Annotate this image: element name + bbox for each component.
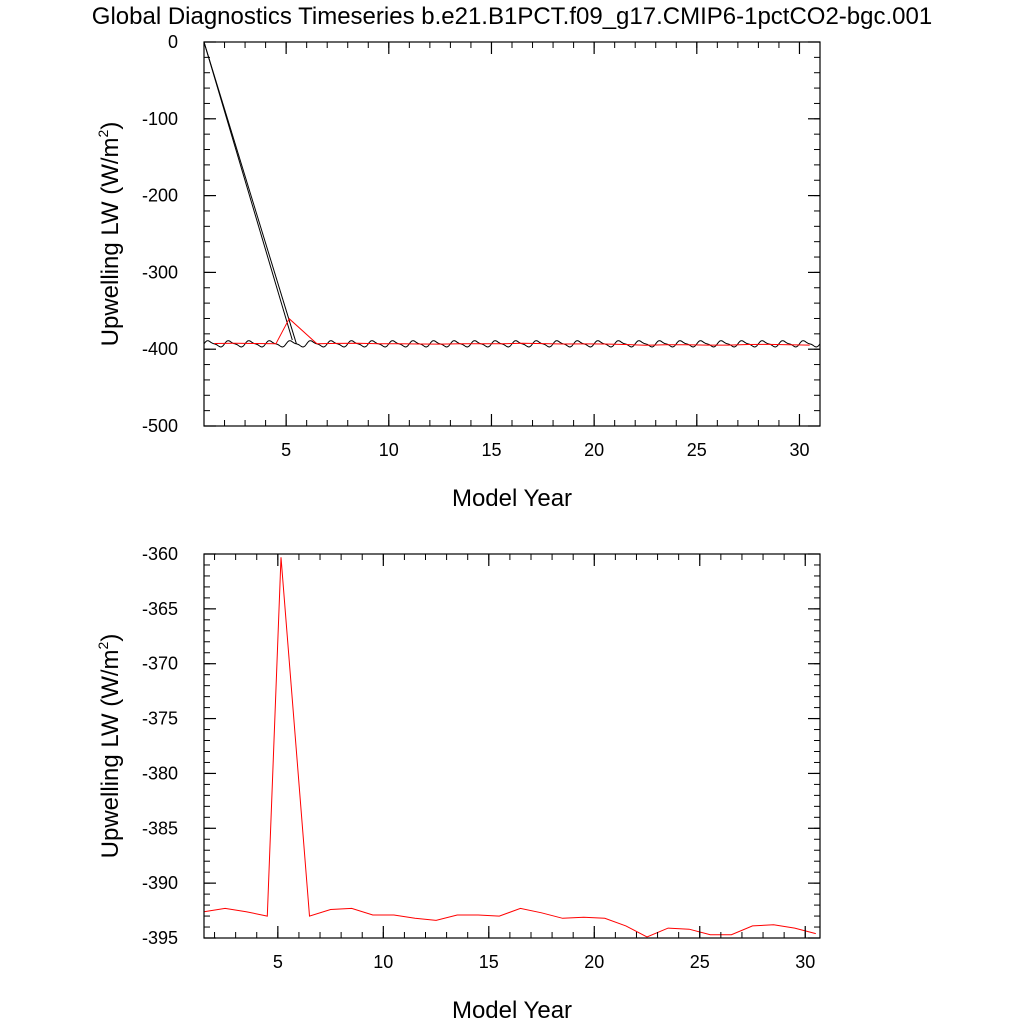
figure-title: Global Diagnostics Timeseries b.e21.B1PC… — [92, 3, 932, 30]
plot-frame — [203, 553, 821, 939]
y-tick-label: -385 — [142, 818, 178, 838]
x-tick-label: 20 — [584, 440, 604, 460]
y-tick-label: -375 — [142, 709, 178, 729]
x-tick-label: 25 — [687, 440, 707, 460]
y-tick-label: -300 — [142, 262, 178, 282]
ticks: 5 10 15 20 25 30 0 -100 -200 -300 -400 -500 — [142, 32, 821, 460]
y-axis-title-main: Upwelling LW (W/m — [97, 649, 124, 858]
series-group — [203, 557, 816, 938]
x-tick-label: 25 — [690, 952, 710, 972]
y-axis-title-main: Upwelling LW (W/m — [97, 137, 124, 346]
y-tick-label: -395 — [142, 928, 178, 948]
ticks: 5 10 15 20 25 30 -360 -365 -370 -375 -380 -385 -390 -… — [142, 544, 820, 972]
series-group — [203, 41, 821, 348]
y-axis-title-sup: 2 — [95, 129, 111, 137]
x-tick-label: 20 — [584, 952, 604, 972]
y-tick-label: -370 — [142, 654, 178, 674]
y-tick-label: -100 — [142, 109, 178, 129]
x-axis-title: Model Year — [452, 485, 572, 512]
y-axis-title: Upwelling LW (W/m2) — [95, 122, 124, 347]
x-tick-label: 5 — [281, 440, 291, 460]
y-tick-label: 0 — [168, 32, 178, 52]
x-tick-label: 5 — [273, 952, 283, 972]
series-line-monthly — [203, 41, 297, 344]
series-line-annual — [214, 317, 810, 346]
y-axis-title-sup: 2 — [95, 641, 111, 649]
y-tick-label: -365 — [142, 599, 178, 619]
y-axis-title-close: ) — [97, 122, 124, 130]
y-tick-label: -500 — [142, 416, 178, 436]
x-tick-label: 30 — [795, 952, 815, 972]
x-tick-label: 30 — [789, 440, 809, 460]
y-tick-label: -200 — [142, 186, 178, 206]
x-tick-label: 15 — [479, 952, 499, 972]
x-tick-label: 15 — [481, 440, 501, 460]
upper-panel: 5 10 15 20 25 30 0 -100 -200 -300 -400 -500 Model Ye… — [95, 32, 821, 512]
y-axis-title: Upwelling LW (W/m2) — [95, 634, 124, 859]
y-tick-label: -390 — [142, 873, 178, 893]
x-tick-label: 10 — [379, 440, 399, 460]
y-axis-title-close: ) — [97, 634, 124, 642]
plot-frame — [203, 41, 821, 427]
x-axis-title: Model Year — [452, 997, 572, 1024]
lower-panel: 5 10 15 20 25 30 -360 -365 -370 -375 -380 -385 -390 -… — [95, 544, 821, 1024]
y-tick-label: -400 — [142, 339, 178, 359]
y-tick-label: -380 — [142, 763, 178, 783]
y-tick-label: -360 — [142, 544, 178, 564]
x-tick-label: 10 — [373, 952, 393, 972]
series-line-annual — [203, 557, 816, 938]
